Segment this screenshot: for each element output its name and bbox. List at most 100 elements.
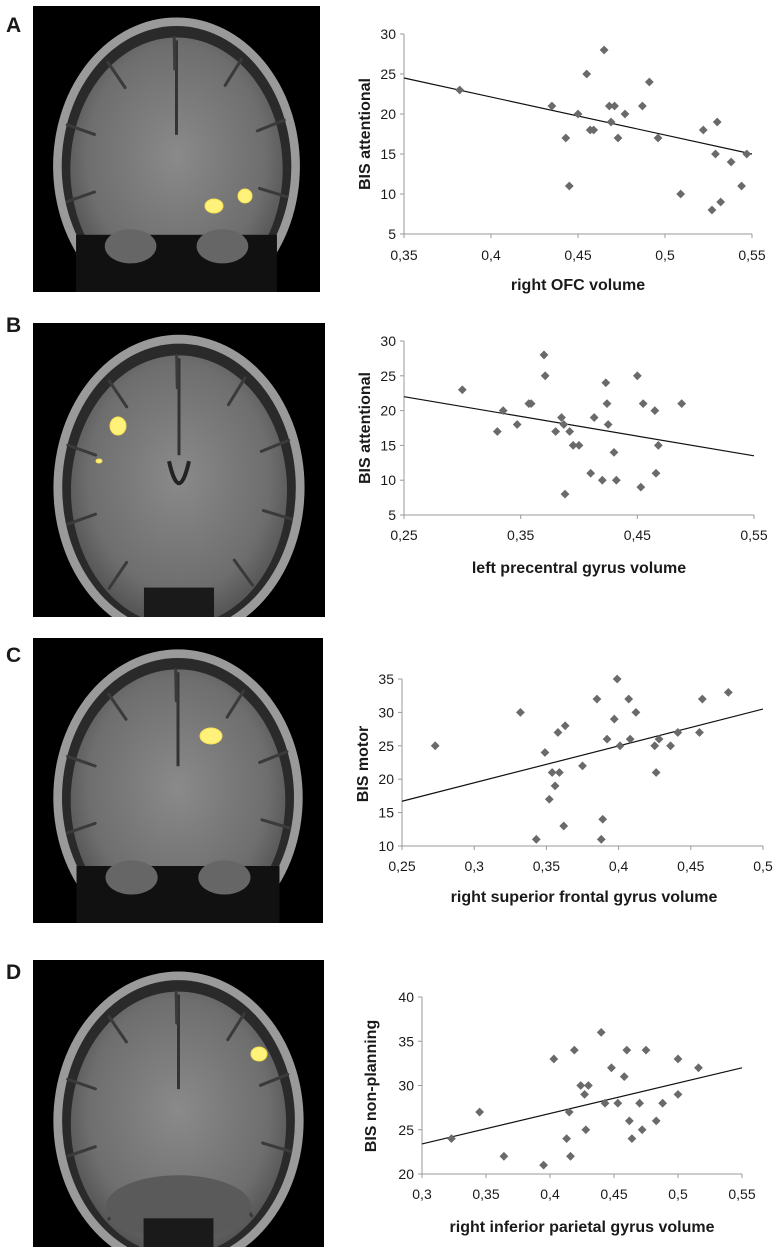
x-tick-label: 0,35 (472, 1186, 499, 1202)
x-axis-title: right inferior parietal gyrus volume (450, 1219, 715, 1236)
x-tick-label: 0,45 (600, 1186, 627, 1202)
data-point (635, 1098, 644, 1108)
y-tick-label: 25 (380, 368, 396, 384)
y-tick-label: 10 (378, 838, 394, 854)
data-point (651, 768, 661, 777)
y-tick-label: 15 (380, 437, 396, 453)
panel-label: B (6, 314, 22, 337)
sulcus (66, 443, 98, 457)
y-tick-label: 20 (398, 1166, 414, 1182)
mri-slice-image (33, 638, 323, 923)
data-point (581, 1125, 591, 1135)
activation-cluster (95, 458, 103, 464)
data-point (644, 77, 654, 87)
data-point (602, 734, 612, 744)
data-point (612, 674, 622, 684)
data-point (737, 181, 746, 191)
x-tick-label: 0,3 (464, 858, 484, 874)
activation-cluster (109, 416, 127, 436)
y-tick-label: 20 (380, 106, 396, 122)
sulcus (258, 750, 289, 764)
y-tick-label: 5 (388, 507, 396, 523)
panel-a: A 5 10 15 20 25 30 0,35 0,4 0,45 0,5 0,55 right OFC… (0, 0, 784, 300)
data-point (557, 413, 566, 422)
data-point (573, 109, 583, 119)
data-point (651, 1116, 661, 1126)
data-point (610, 101, 619, 111)
orbit (105, 860, 158, 895)
y-axis-title: BIS attentional (357, 78, 374, 190)
data-point (653, 441, 663, 450)
data-point (613, 1098, 623, 1108)
data-point (625, 734, 635, 744)
trendline (421, 1067, 743, 1145)
data-point (637, 1125, 647, 1135)
data-point (650, 406, 660, 415)
data-point (539, 350, 549, 360)
data-point (716, 197, 726, 207)
data-point (547, 768, 557, 777)
data-point (565, 427, 575, 436)
x-tick-label: 0,25 (388, 858, 415, 874)
brain-tissue (70, 37, 283, 292)
data-point (723, 687, 733, 697)
mri-slice-image (33, 960, 324, 1247)
y-tick-label: 15 (380, 146, 396, 162)
y-tick-label: 10 (380, 186, 396, 202)
x-tick-label: 0,55 (728, 1186, 755, 1202)
x-tick-label: 0,5 (655, 247, 675, 263)
data-point (650, 741, 660, 751)
data-point (641, 1045, 651, 1055)
data-point (598, 814, 608, 824)
data-point (597, 475, 607, 485)
data-point (596, 834, 606, 844)
data-point (584, 1081, 593, 1090)
data-point (562, 1134, 572, 1143)
x-tick-label: 0,35 (533, 858, 560, 874)
x-tick-label: 0,55 (740, 527, 767, 543)
brainstem-region (143, 587, 215, 617)
data-point (580, 1089, 589, 1099)
data-point (624, 1116, 634, 1126)
data-point (619, 1072, 629, 1082)
sulcus (257, 186, 289, 199)
data-point (551, 427, 561, 436)
data-point (531, 834, 541, 844)
sulcus (66, 1077, 97, 1091)
x-tick-label: 0,55 (738, 247, 765, 263)
sulcus (226, 376, 247, 407)
x-tick-label: 0,35 (390, 247, 417, 263)
x-axis-title: right OFC volume (511, 277, 645, 294)
sulcus (65, 190, 96, 204)
x-tick-label: 0,4 (481, 247, 501, 263)
sulcus (225, 689, 245, 719)
data-point (609, 447, 619, 457)
data-point (578, 761, 587, 771)
data-point (596, 1028, 606, 1037)
y-axis-title: BIS attentional (357, 372, 374, 484)
data-point (569, 1045, 579, 1055)
data-point (697, 694, 707, 704)
sulcus (107, 1015, 128, 1044)
scatter-plot: 20 25 30 35 40 0,3 0,35 0,4 0,45 0,5 0,55 right inf… (340, 950, 780, 1255)
data-point (601, 378, 611, 388)
sulcus (66, 821, 97, 835)
trendline (403, 396, 755, 457)
data-point (603, 420, 613, 429)
data-point (638, 399, 648, 409)
data-point (457, 385, 467, 395)
data-point (673, 728, 683, 737)
data-point (559, 821, 569, 831)
y-tick-label: 30 (378, 704, 394, 720)
y-tick-label: 25 (378, 738, 394, 754)
sulcus (174, 990, 179, 1025)
y-axis-title: BIS non-planning (363, 1020, 380, 1152)
trendline (401, 708, 764, 802)
data-point (624, 694, 634, 704)
data-point (547, 101, 557, 111)
sulcus (223, 57, 243, 87)
orbit (196, 229, 249, 264)
data-point (599, 45, 609, 55)
brain-tissue (70, 991, 287, 1247)
y-tick-label: 30 (380, 26, 396, 42)
